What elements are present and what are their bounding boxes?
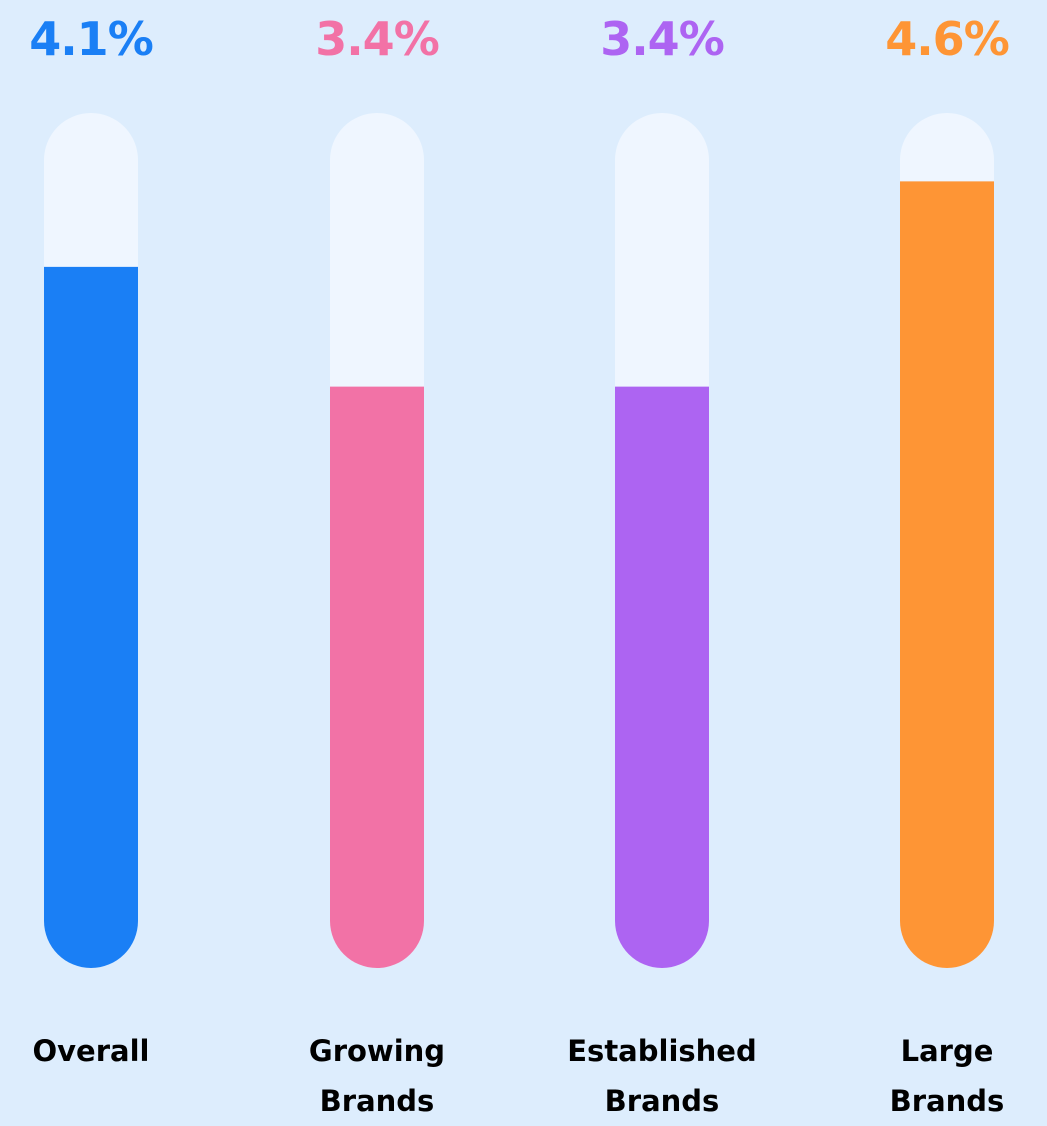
value-label: 4.1% xyxy=(29,12,153,66)
bar xyxy=(900,181,994,968)
bar xyxy=(330,386,424,969)
bar xyxy=(44,266,138,968)
chart: 4.1% 3.4% 3.4% 4.6% xyxy=(29,12,1010,969)
category-label: Overall xyxy=(32,1034,150,1068)
category-label: Growing Brands xyxy=(308,1034,446,1118)
category-label: Established Brands xyxy=(567,1034,757,1118)
category-label: Large Brands xyxy=(889,1034,1005,1118)
value-label: 3.4% xyxy=(315,12,439,66)
value-label: 4.6% xyxy=(885,12,1009,66)
value-label: 3.4% xyxy=(600,12,724,66)
bar xyxy=(615,386,709,969)
